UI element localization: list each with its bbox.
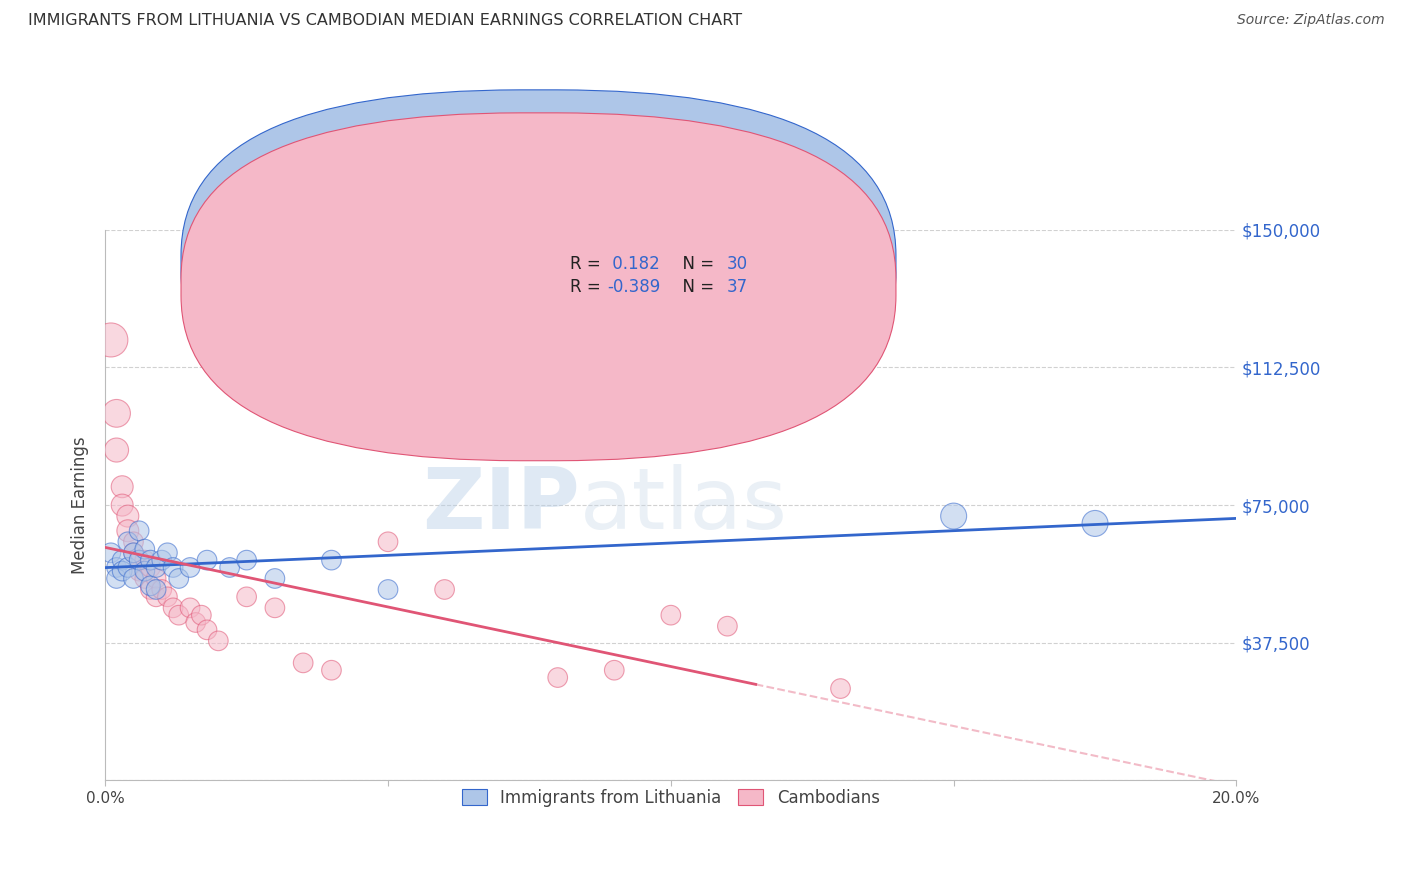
Point [150,553,173,567]
Point [122,546,145,560]
Point [128,553,150,567]
Point [111,480,134,494]
Point [139,553,162,567]
Point [105,443,128,458]
Point [145,590,167,604]
Point [433,582,456,597]
Point [167,608,190,623]
Text: 30: 30 [727,255,748,273]
Point [111,564,134,578]
Legend: Immigrants from Lithuania, Cambodians: Immigrants from Lithuania, Cambodians [456,782,886,814]
Point [139,582,162,597]
Text: N =: N = [672,255,720,273]
Point [321,553,343,567]
Point [292,656,315,670]
Point [105,572,128,586]
Point [603,663,626,677]
Point [134,553,156,567]
Point [122,546,145,560]
Point [830,681,852,696]
Point [139,579,162,593]
Point [716,619,738,633]
Point [156,590,179,604]
Y-axis label: Median Earnings: Median Earnings [72,436,89,574]
Point [218,560,240,574]
Point [105,406,128,420]
Point [167,572,190,586]
Point [117,524,139,538]
Point [190,608,212,623]
Point [235,590,257,604]
Text: -0.389: -0.389 [607,277,661,296]
Point [547,671,569,685]
FancyBboxPatch shape [501,246,790,304]
Text: IMMIGRANTS FROM LITHUANIA VS CAMBODIAN MEDIAN EARNINGS CORRELATION CHART: IMMIGRANTS FROM LITHUANIA VS CAMBODIAN M… [28,13,742,29]
Point [111,553,134,567]
Point [942,509,965,524]
Point [128,553,150,567]
Point [162,560,184,574]
Point [117,534,139,549]
Point [117,560,139,574]
Point [145,572,167,586]
Point [377,534,399,549]
Point [134,542,156,557]
Point [122,572,145,586]
Text: R =: R = [571,255,606,273]
Point [117,509,139,524]
Point [156,546,179,560]
Text: 0.182: 0.182 [607,255,661,273]
Point [128,564,150,578]
Point [100,546,122,560]
Point [264,600,287,615]
Text: atlas: atlas [581,464,789,547]
Point [145,582,167,597]
Point [179,600,201,615]
FancyBboxPatch shape [181,90,896,438]
Point [235,553,257,567]
Point [377,582,399,597]
Point [195,553,218,567]
Point [111,498,134,512]
Point [105,560,128,574]
Text: Source: ZipAtlas.com: Source: ZipAtlas.com [1237,13,1385,28]
Point [179,560,201,574]
FancyBboxPatch shape [181,113,896,461]
Point [139,560,162,574]
Text: ZIP: ZIP [423,464,581,547]
Point [264,572,287,586]
Point [207,633,229,648]
Text: 37: 37 [727,277,748,296]
Point [134,564,156,578]
Text: N =: N = [672,277,720,296]
Point [184,615,207,630]
Point [100,333,122,347]
Point [1084,516,1107,531]
Point [150,582,173,597]
Point [195,623,218,637]
Point [134,572,156,586]
Point [659,608,682,623]
Point [145,560,167,574]
Point [122,534,145,549]
Point [321,663,343,677]
Text: R =: R = [571,277,606,296]
Point [162,600,184,615]
Point [128,524,150,538]
